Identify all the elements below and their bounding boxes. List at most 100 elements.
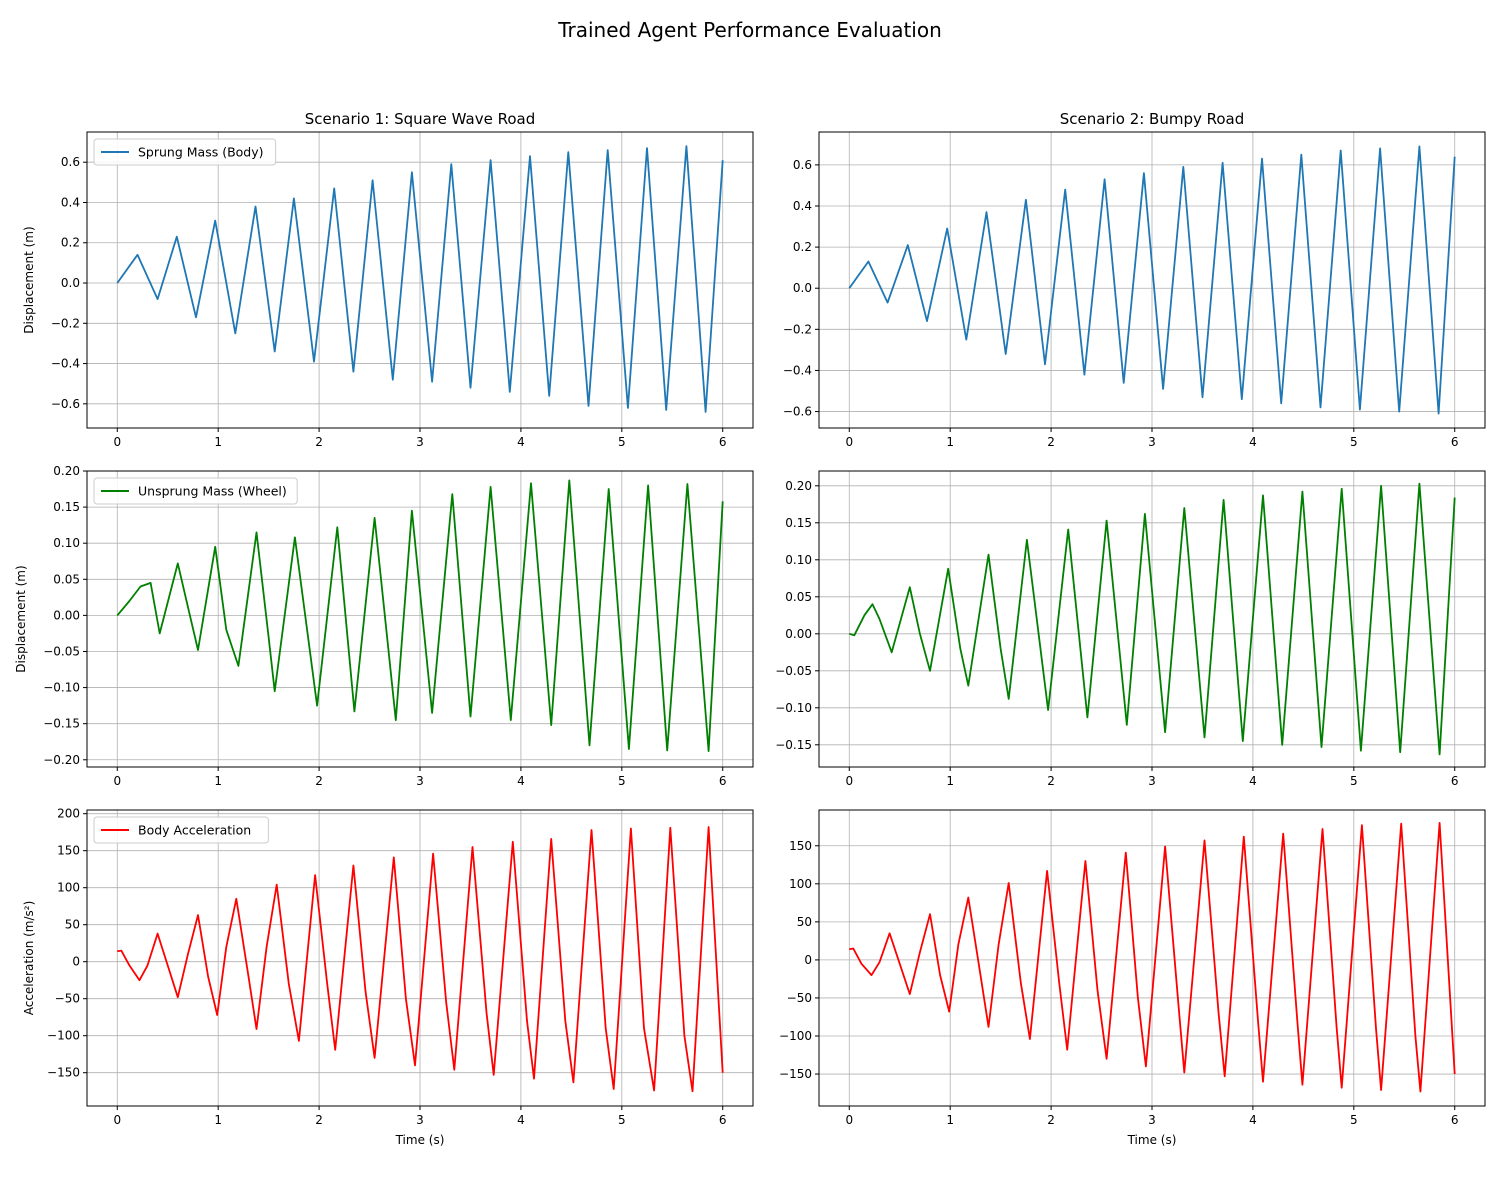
x-tick-label: 3 [1148,435,1156,449]
x-tick-label: 4 [517,435,525,449]
y-tick-label: −0.05 [775,664,812,678]
y-tick-label: 0.15 [785,516,812,530]
y-tick-label: −150 [779,1067,812,1081]
y-tick-label: 0.20 [53,464,80,478]
y-tick-label: −0.4 [783,363,812,377]
y-tick-label: 0.2 [793,240,812,254]
legend: Unsprung Mass (Wheel) [93,477,298,505]
subplot-2: 0 1 2 3 4 5 6 −0.6 −0.4 −0.2 0.0 0.2 0.4 0.6 Scenario … [783,110,1486,449]
x-tick-label: 0 [113,774,121,788]
y-tick-label: 0.0 [61,276,80,290]
x-tick-label: 1 [214,774,222,788]
legend-label: Body Acceleration [138,823,251,838]
y-tick-label: −0.2 [51,316,80,330]
x-tick-label: 6 [1451,435,1459,449]
x-tick-label: 6 [719,774,727,788]
y-tick-label: 0.0 [793,281,812,295]
y-tick-label: −50 [55,992,80,1006]
y-tick-label: −0.10 [43,681,80,695]
y-axis-label: Displacement (m) [14,565,28,672]
y-tick-label: −100 [779,1029,812,1043]
x-tick-label: 2 [1047,774,1055,788]
x-tick-label: 6 [719,1113,727,1127]
y-tick-label: 100 [789,877,812,891]
y-tick-label: −0.15 [775,738,812,752]
y-axis-label: Acceleration (m/s²) [22,901,36,1016]
x-tick-label: 2 [315,774,323,788]
y-tick-label: −50 [787,991,812,1005]
series-line-1 [849,482,1456,756]
legend-box [93,477,298,505]
y-tick-label: 0.20 [785,479,812,493]
x-tick-label: 0 [113,1113,121,1127]
subplot-5: 0 1 2 3 4 5 6 −150 −100 −50 0 50 100 150 200 Time (s) Ac… [22,807,754,1147]
legend-label: Sprung Mass (Body) [138,145,264,160]
y-tick-label: −0.05 [43,644,80,658]
y-axis-label: Displacement (m) [22,226,36,333]
x-tick-label: 1 [214,1113,222,1127]
x-tick-label: 6 [1451,1113,1459,1127]
x-tick-label: 4 [517,774,525,788]
legend-label: Unsprung Mass (Wheel) [138,484,287,499]
x-axis-label: Time (s) [395,1133,445,1147]
series-line-1 [116,145,724,413]
x-tick-label: 5 [1350,435,1358,449]
y-tick-label: 50 [65,918,80,932]
y-tick-label: −0.6 [51,397,80,411]
y-tick-label: −0.2 [783,322,812,336]
x-tick-label: 2 [1047,435,1055,449]
x-tick-label: 5 [618,774,626,788]
series-line-1 [117,826,724,1093]
x-tick-label: 0 [845,1113,853,1127]
x-tick-label: 2 [315,1113,323,1127]
x-tick-label: 4 [1249,774,1257,788]
x-tick-label: 4 [517,1113,525,1127]
y-tick-label: −0.6 [783,405,812,419]
legend: Body Acceleration [93,816,269,844]
x-tick-label: 1 [214,435,222,449]
y-tick-label: 0.10 [53,536,80,550]
x-axis-label: Time (s) [1127,1133,1177,1147]
y-tick-label: 0.00 [785,627,812,641]
x-tick-label: 0 [845,774,853,788]
subplot-4: 0 1 2 3 4 5 6 −0.15 −0.10 −0.05 0.00 0.05 0.10 0.15 0.… [775,470,1486,788]
x-tick-label: 1 [946,774,954,788]
y-tick-label: 150 [57,844,80,858]
y-tick-label: 100 [57,881,80,895]
x-tick-label: 5 [618,435,626,449]
y-tick-label: −0.4 [51,357,80,371]
x-tick-label: 3 [416,435,424,449]
x-tick-label: 3 [1148,774,1156,788]
y-tick-label: 150 [789,839,812,853]
y-tick-label: 0 [804,953,812,967]
y-tick-label: 0.6 [61,155,80,169]
figure-title: Trained Agent Performance Evaluation [558,18,942,42]
y-tick-label: 0.6 [793,158,812,172]
legend-box [93,138,277,166]
y-tick-label: −0.10 [775,701,812,715]
x-tick-label: 1 [946,435,954,449]
y-tick-label: −100 [47,1029,80,1043]
series-line-1 [116,479,724,752]
series-line-1 [848,145,1456,415]
y-tick-label: −150 [47,1066,80,1080]
y-tick-label: 50 [797,915,812,929]
y-tick-label: 0.10 [785,553,812,567]
y-tick-label: 0.4 [793,199,812,213]
y-tick-label: 0.4 [61,195,80,209]
subplot-title: Scenario 2: Bumpy Road [1060,110,1245,128]
x-tick-label: 5 [1350,774,1358,788]
x-tick-label: 2 [315,435,323,449]
y-tick-label: 0.00 [53,608,80,622]
legend: Sprung Mass (Body) [93,138,277,166]
y-tick-label: 0 [72,955,80,969]
y-tick-label: −0.20 [43,753,80,767]
x-tick-label: 3 [416,774,424,788]
x-tick-label: 4 [1249,1113,1257,1127]
x-tick-label: 3 [1148,1113,1156,1127]
x-tick-label: 0 [113,435,121,449]
x-tick-label: 5 [618,1113,626,1127]
x-tick-label: 2 [1047,1113,1055,1127]
